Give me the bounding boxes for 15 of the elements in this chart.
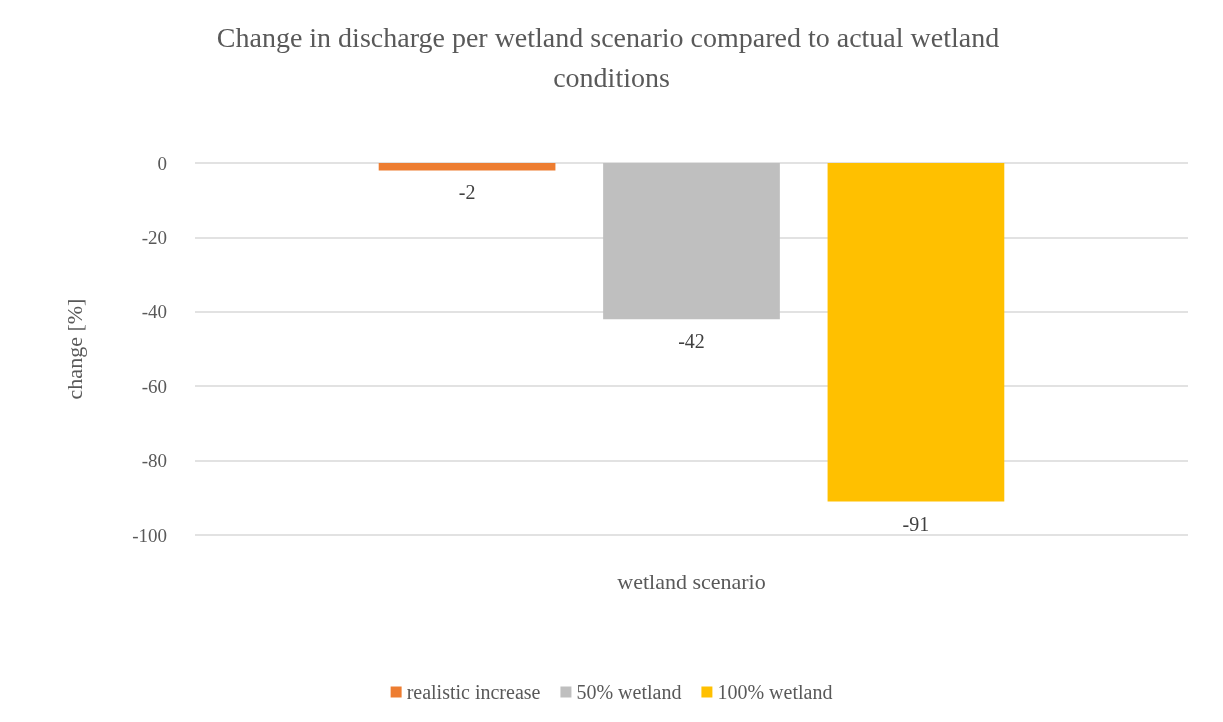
data-label: -91 (902, 512, 930, 535)
y-tick-label: 0 (157, 152, 167, 174)
y-tick-label: -20 (141, 226, 167, 248)
y-tick-label: -100 (132, 524, 167, 546)
y-tick-label: -60 (141, 375, 167, 397)
data-label: -2 (458, 181, 476, 204)
legend-label: 100% wetland (717, 681, 833, 703)
legend-label: 50% wetland (576, 681, 682, 703)
y-tick-label: -40 (141, 301, 167, 323)
chart-title: Change in discharge per wetland scenario compared to actual wetland conditions (216, 21, 1007, 93)
legend-label: realistic increase (406, 681, 541, 703)
x-axis-title: wetland scenario (617, 568, 766, 594)
data-label: -42 (678, 330, 705, 353)
y-tick-label: -80 (141, 450, 167, 472)
y-axis-title: change [%] (61, 298, 87, 400)
